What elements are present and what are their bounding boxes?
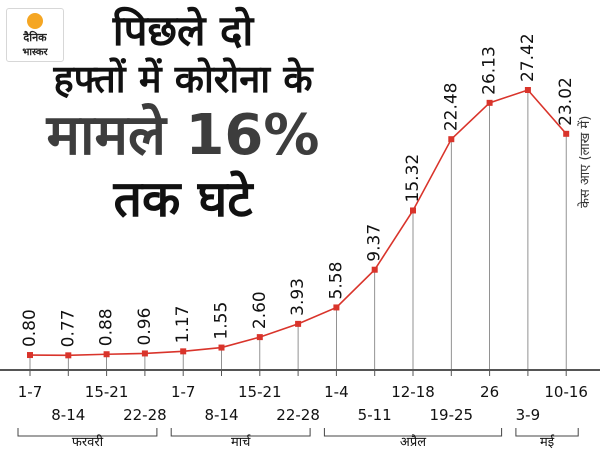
x-tick-label: 1-7 <box>171 383 196 401</box>
x-tick-label: 22-28 <box>276 406 320 424</box>
data-point <box>180 348 187 355</box>
data-label: 0.88 <box>97 308 117 346</box>
data-point <box>27 352 33 359</box>
data-label: 0.80 <box>20 309 40 347</box>
x-tick-label: 10-16 <box>544 383 588 401</box>
data-label: 1.55 <box>212 302 232 340</box>
month-label: अप्रैल <box>400 434 426 450</box>
month-bracket <box>323 428 503 437</box>
x-tick-label: 15-21 <box>238 383 282 401</box>
x-tick-label: 1-7 <box>18 383 43 401</box>
data-label: 9.37 <box>365 224 385 262</box>
headline-line4: तक घटे <box>113 170 253 228</box>
data-point <box>141 350 148 357</box>
x-tick-label: 12-18 <box>391 383 435 401</box>
headline-line3: मामले 16% <box>46 103 320 168</box>
x-tick-label: 15-21 <box>85 383 129 401</box>
x-tick-label: 5-11 <box>358 406 392 424</box>
data-label: 26.13 <box>480 46 500 95</box>
chart-headline: पिछले दो हफ्तों में कोरोना के मामले 16% … <box>18 6 348 228</box>
x-tick-label: 26 <box>480 383 499 401</box>
data-point <box>103 351 110 358</box>
headline-line2: हफ्तों में कोरोना के <box>53 57 313 101</box>
logo-text-line1: दैनिक <box>23 31 47 44</box>
x-tick-label: 8-14 <box>204 406 238 424</box>
logo-text-line2: भास्कर <box>22 47 48 58</box>
data-label: 15.32 <box>403 154 423 203</box>
data-label: 1.17 <box>173 305 193 343</box>
month-bracket <box>170 428 311 437</box>
data-point <box>371 266 378 273</box>
month-label: मार्च <box>231 434 251 450</box>
data-point <box>563 130 570 137</box>
month-bracket <box>17 428 158 437</box>
brand-logo: दैनिक भास्कर <box>6 8 64 62</box>
data-label: 3.93 <box>288 278 308 316</box>
month-label: मई <box>540 434 555 450</box>
x-tick-label: 1-4 <box>324 383 349 401</box>
month-bracket <box>515 428 579 437</box>
y-unit-label: केस आए (लाख में) <box>578 115 593 208</box>
data-point <box>524 87 531 93</box>
data-point <box>295 320 302 327</box>
data-label: 2.60 <box>250 291 270 329</box>
data-point <box>333 304 340 311</box>
data-point <box>410 207 416 214</box>
data-label: 5.58 <box>326 262 346 300</box>
data-label: 22.48 <box>441 83 461 132</box>
data-label: 0.77 <box>58 309 78 347</box>
x-tick-label: 19-25 <box>430 406 474 424</box>
sun-icon <box>27 13 43 29</box>
data-label: 27.42 <box>518 33 538 82</box>
data-point <box>65 352 72 359</box>
headline-line1: पिछले दो <box>112 6 254 55</box>
data-point <box>448 136 455 143</box>
x-tick-label: 8-14 <box>51 406 85 424</box>
data-point <box>486 99 493 106</box>
data-point <box>256 334 263 341</box>
x-tick-label: 22-28 <box>123 406 167 424</box>
data-label: 0.96 <box>135 308 155 346</box>
data-label: 23.02 <box>556 77 576 126</box>
x-tick-label: 3-9 <box>516 406 541 424</box>
month-label: फरवरी <box>72 434 104 450</box>
data-point <box>218 344 225 351</box>
